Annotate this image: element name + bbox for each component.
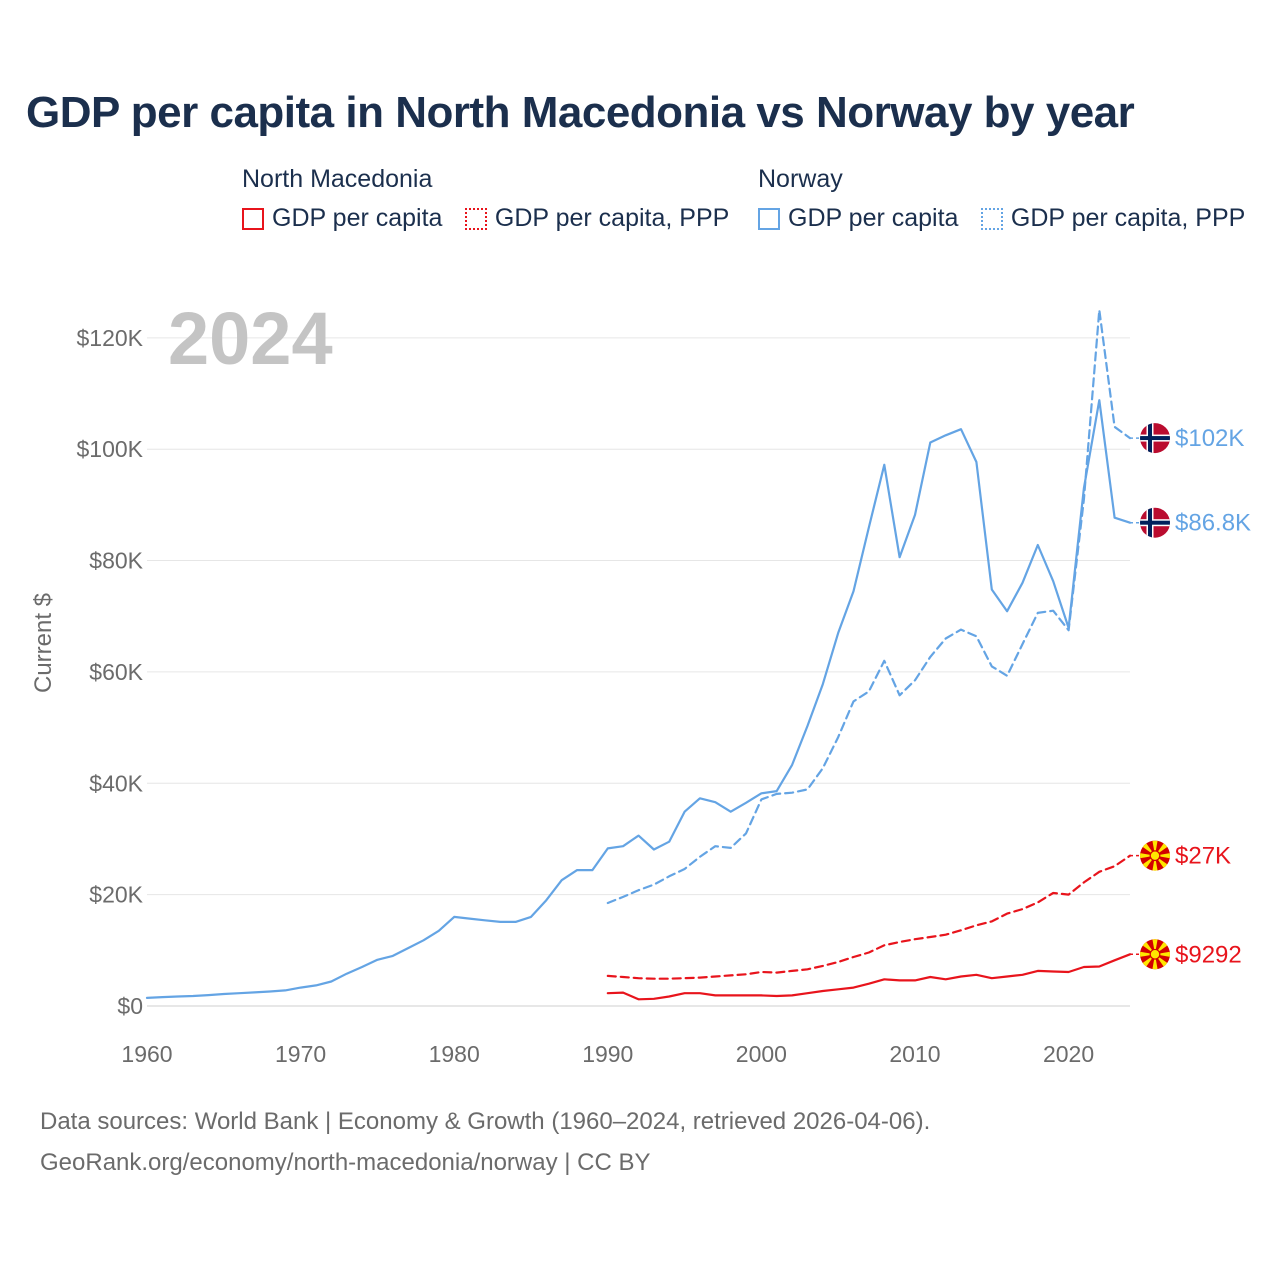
flag-sun-ray — [1151, 840, 1159, 856]
gridlines — [147, 337, 1130, 1007]
flag-sun-ray — [1155, 851, 1170, 860]
series-line-north-macedonia-gdp-per-capita-ppp[interactable] — [606, 854, 1132, 980]
legend-group-title: Norway — [758, 165, 843, 193]
flag-cross-blue-v — [1148, 423, 1152, 454]
flag-sun-ray — [1151, 939, 1159, 955]
flag-body — [1140, 939, 1170, 970]
x-tick-label: 2020 — [1043, 1041, 1094, 1067]
north-macedonia-flag-icon — [1140, 939, 1170, 970]
x-axis: 1960 1970 1980 1990 2000 2010 2020 — [121, 1041, 1094, 1067]
flag-body — [1140, 423, 1170, 454]
norway-flag-icon — [1140, 423, 1170, 454]
flag-sun-ray — [1155, 950, 1170, 958]
legend-item-no-gdp[interactable]: GDP per capita — [758, 204, 958, 233]
y-tick-label: $80K — [89, 548, 143, 574]
flag-sun-ray — [1140, 851, 1155, 860]
y-tick-label: $40K — [89, 770, 143, 796]
north-macedonia-flag-icon — [1140, 840, 1170, 871]
flag-sun-ray — [1151, 954, 1159, 970]
x-tick-label: 1960 — [121, 1041, 172, 1067]
legend-item-label: GDP per capita, PPP — [1010, 204, 1246, 232]
legend-group-norway: Norway GDP per capita GDP per capita, PP… — [758, 162, 1263, 235]
end-value-label: $102K — [1175, 425, 1244, 452]
y-tick-label: $0 — [117, 993, 143, 1019]
line-chart: 2024 $0$20K$40K$60K$80K$100K$120K 1960 19… — [30, 297, 1251, 1067]
legend-swatch-dotted-icon — [464, 207, 487, 230]
flag-body — [1140, 840, 1170, 871]
flag-cross-blue-v — [1148, 507, 1152, 538]
y-tick-label: $60K — [89, 659, 143, 685]
y-axis: $0 $20K $40K $60K $80K $100K $120K — [76, 325, 143, 1019]
y-tick-label: $20K — [89, 882, 143, 908]
x-tick-label: 2000 — [736, 1041, 787, 1067]
legend-group-title: North Macedonia — [242, 165, 433, 193]
legend-item-mk-gdp-ppp[interactable]: GDP per capita, PPP — [464, 204, 730, 233]
legend-swatch-dotted-icon — [980, 207, 1003, 230]
chart-title: GDP per capita in North Macedonia vs Nor… — [26, 88, 1135, 137]
x-tick-label: 1990 — [582, 1041, 633, 1067]
x-tick-label: 2010 — [889, 1041, 940, 1067]
year-watermark-layer: 2024 — [168, 297, 333, 380]
legend-swatch-solid-icon — [758, 207, 780, 230]
x-tick-label: 1970 — [275, 1041, 326, 1067]
legend-group-north-macedonia: North Macedonia GDP per capita GDP per c… — [242, 162, 747, 235]
flag-sun-ray — [1151, 855, 1159, 871]
flag-cross-blue-h — [1140, 520, 1170, 525]
flag-sun-disc — [1149, 948, 1161, 960]
x-tick-label: 1980 — [429, 1041, 480, 1067]
end-value-label: $27K — [1175, 843, 1231, 870]
y-axis-label-layer: Current $ — [30, 593, 57, 693]
end-labels: $86.8K $102K $27K $9292 — [1130, 423, 1251, 970]
footer-sources: Data sources: World Bank | Economy & Gro… — [40, 1108, 931, 1135]
legend-item-mk-gdp[interactable]: GDP per capita — [242, 204, 442, 233]
legend-item-label: GDP per capita, PPP — [494, 204, 730, 232]
series-layer — [145, 308, 1132, 1001]
legend-swatch-solid-icon — [242, 207, 264, 230]
flag-sun-disc — [1149, 850, 1161, 862]
series-line-north-macedonia-gdp-per-capita[interactable] — [606, 953, 1132, 1001]
flag-body — [1140, 507, 1170, 538]
footer-link[interactable]: GeoRank.org/economy/north-macedonia/norw… — [40, 1149, 651, 1176]
series-line-norway-gdp-per-capita-ppp[interactable] — [606, 308, 1132, 905]
legend-item-label: GDP per capita — [272, 204, 443, 232]
y-tick-label: $120K — [76, 325, 143, 351]
norway-flag-icon — [1140, 507, 1170, 538]
flag-sun-ray — [1140, 950, 1155, 958]
legend-item-label: GDP per capita — [788, 204, 959, 232]
series-line-norway-gdp-per-capita[interactable] — [145, 399, 1132, 1000]
legend-item-no-gdp-ppp[interactable]: GDP per capita, PPP — [980, 204, 1246, 233]
y-tick-label: $100K — [76, 436, 143, 462]
end-value-label: $86.8K — [1175, 510, 1251, 537]
end-value-label: $9292 — [1175, 941, 1242, 968]
y-axis-label: Current $ — [30, 593, 57, 693]
flag-cross-blue-h — [1140, 436, 1170, 441]
year-watermark: 2024 — [168, 297, 333, 380]
